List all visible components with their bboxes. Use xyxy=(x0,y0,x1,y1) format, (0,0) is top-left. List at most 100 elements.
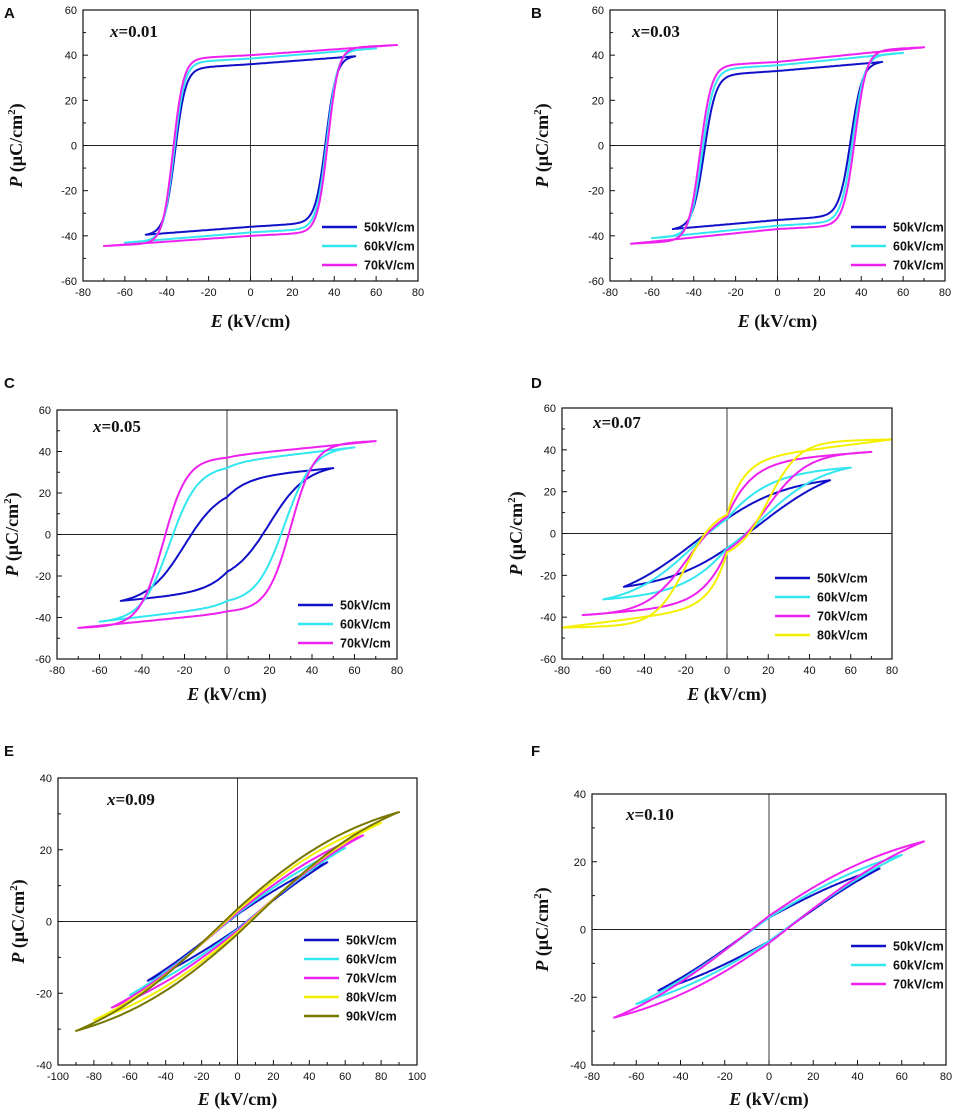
y-tick-label: 40 xyxy=(574,789,586,801)
series-line-50kV/cm xyxy=(144,55,357,236)
panel-letter: F xyxy=(531,743,540,760)
x-tick-label: 60 xyxy=(845,665,857,677)
series-line-70kV/cm xyxy=(77,440,377,629)
series-line-60kV/cm xyxy=(602,466,852,601)
series-line-60kV/cm xyxy=(98,446,356,623)
legend-label-60kV/cm: 60kV/cm xyxy=(340,618,391,632)
x-tick-label: -80 xyxy=(75,287,91,299)
y-tick-label: 60 xyxy=(592,5,604,17)
x-tick-label: -60 xyxy=(117,287,133,299)
x-tick-label: -60 xyxy=(595,665,611,677)
y-tick-label: -40 xyxy=(61,231,77,243)
x-tick-label: 80 xyxy=(375,1071,387,1083)
x-axis-label: E (kV/cm) xyxy=(737,311,818,332)
x-tick-label: -60 xyxy=(92,665,108,677)
y-axis-label: P (μC/cm2) xyxy=(8,879,29,964)
y-tick-label: -60 xyxy=(35,654,51,666)
legend: 50kV/cm 60kV/cm 70kV/cm xyxy=(322,221,415,273)
x-tick-label: -60 xyxy=(644,287,660,299)
y-tick-label: -20 xyxy=(35,571,51,583)
series-line-50kV/cm xyxy=(119,467,335,602)
composition-label: x=0.07 xyxy=(592,413,641,432)
y-tick-label: 20 xyxy=(544,487,556,499)
legend-label-50kV/cm: 50kV/cm xyxy=(817,572,868,586)
legend-label-70kV/cm: 70kV/cm xyxy=(817,610,868,624)
legend-label-90kV/cm: 90kV/cm xyxy=(346,1010,397,1024)
panel-letter: B xyxy=(531,5,542,22)
y-tick-label: 0 xyxy=(46,917,52,929)
x-tick-label: 20 xyxy=(813,287,825,299)
series-line-80kV/cm xyxy=(562,438,892,629)
x-tick-label: 40 xyxy=(303,1071,315,1083)
x-tick-label: 80 xyxy=(940,1071,952,1083)
legend-label-70kV/cm: 70kV/cm xyxy=(346,972,397,986)
x-tick-label: -80 xyxy=(554,665,570,677)
y-tick-label: -20 xyxy=(588,186,604,198)
panel-E: E -100 -80 -60 -40 -20 0 20 40 60 80 100 -40 -20 0 20 40… xyxy=(4,743,426,1110)
x-tick-label: 80 xyxy=(886,665,898,677)
y-tick-label: -40 xyxy=(570,1060,586,1072)
legend-label-60kV/cm: 60kV/cm xyxy=(893,240,944,254)
curve-group xyxy=(562,438,892,629)
series-line-50kV/cm xyxy=(622,479,832,588)
series-line-90kV/cm xyxy=(75,811,401,1032)
y-tick-label: 60 xyxy=(544,403,556,415)
panel-A: A-80 -60 -40 -20 0 20 40 60 80-60-40-200204060x=… xyxy=(4,5,424,332)
panel-C: C-80 -60 -40 -20 0 20 40 60 80-60-40-200204060x=… xyxy=(2,375,403,705)
x-axis-label: E (kV/cm) xyxy=(728,1089,809,1110)
y-tick-label: 0 xyxy=(550,529,556,541)
legend-label-60kV/cm: 60kV/cm xyxy=(364,240,415,254)
x-tick-label: 20 xyxy=(263,665,275,677)
series-line-70kV/cm xyxy=(581,450,873,617)
legend-label-50kV/cm: 50kV/cm xyxy=(893,940,944,954)
y-tick-label: 40 xyxy=(39,447,51,459)
x-tick-label: 0 xyxy=(766,1071,772,1083)
y-tick-label: 60 xyxy=(65,5,77,17)
x-tick-label: -40 xyxy=(686,287,702,299)
x-tick-label: -40 xyxy=(673,1071,689,1083)
x-tick-label: 0 xyxy=(224,665,230,677)
legend-label-70kV/cm: 70kV/cm xyxy=(340,637,391,651)
legend-label-50kV/cm: 50kV/cm xyxy=(893,221,944,235)
x-tick-label: 80 xyxy=(939,287,951,299)
legend: 50kV/cm 60kV/cm 70kV/cm 80kV/cm xyxy=(775,572,868,643)
series-line-60kV/cm xyxy=(123,47,378,244)
series-line-50kV/cm xyxy=(671,60,884,231)
legend-label-50kV/cm: 50kV/cm xyxy=(346,934,397,948)
y-tick-label: -40 xyxy=(35,613,51,625)
y-tick-label: -60 xyxy=(540,654,556,666)
y-axis-label: P (μC/cm2) xyxy=(532,887,553,972)
legend-label-70kV/cm: 70kV/cm xyxy=(893,978,944,992)
series-line-70kV/cm xyxy=(613,840,925,1019)
panel-letter: C xyxy=(4,375,15,392)
x-tick-label: -40 xyxy=(134,665,150,677)
x-tick-label: 40 xyxy=(328,287,340,299)
composition-label: x=0.03 xyxy=(631,22,680,41)
x-tick-label: -20 xyxy=(728,287,744,299)
x-tick-label: 20 xyxy=(807,1071,819,1083)
x-tick-label: 0 xyxy=(234,1071,240,1083)
series-line-70kV/cm xyxy=(629,46,926,245)
y-tick-label: 40 xyxy=(592,50,604,62)
curve-group xyxy=(629,46,926,245)
curve-group xyxy=(613,840,925,1019)
y-tick-label: 20 xyxy=(574,857,586,869)
legend-label-60kV/cm: 60kV/cm xyxy=(346,953,397,967)
y-tick-label: 20 xyxy=(40,845,52,857)
x-tick-label: 60 xyxy=(339,1071,351,1083)
x-tick-label: -100 xyxy=(47,1071,69,1083)
y-tick-label: 0 xyxy=(598,141,604,153)
y-tick-label: 20 xyxy=(65,95,77,107)
panel-B: B-80 -60 -40 -20 0 20 40 60 80-60-40-200204060x=… xyxy=(531,5,951,332)
x-axis-label: E (kV/cm) xyxy=(210,311,291,332)
y-tick-label: -60 xyxy=(61,276,77,288)
legend: 50kV/cm 60kV/cm 70kV/cm xyxy=(851,940,944,992)
y-tick-label: -40 xyxy=(540,612,556,624)
x-tick-label: -20 xyxy=(201,287,217,299)
y-axis-label: P (μC/cm2) xyxy=(506,491,527,576)
y-tick-label: 0 xyxy=(580,925,586,937)
composition-label: x=0.01 xyxy=(109,22,158,41)
x-tick-label: 80 xyxy=(391,665,403,677)
series-line-60kV/cm xyxy=(650,51,905,240)
